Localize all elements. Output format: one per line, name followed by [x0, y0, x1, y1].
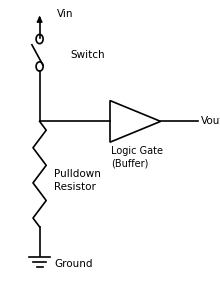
Text: Ground: Ground	[54, 259, 92, 268]
Text: Vin: Vin	[57, 10, 74, 19]
Text: Switch: Switch	[70, 50, 105, 60]
Text: Vout: Vout	[201, 116, 220, 126]
Text: Pulldown
Resistor: Pulldown Resistor	[54, 169, 101, 192]
Text: Logic Gate
(Buffer): Logic Gate (Buffer)	[111, 146, 163, 168]
